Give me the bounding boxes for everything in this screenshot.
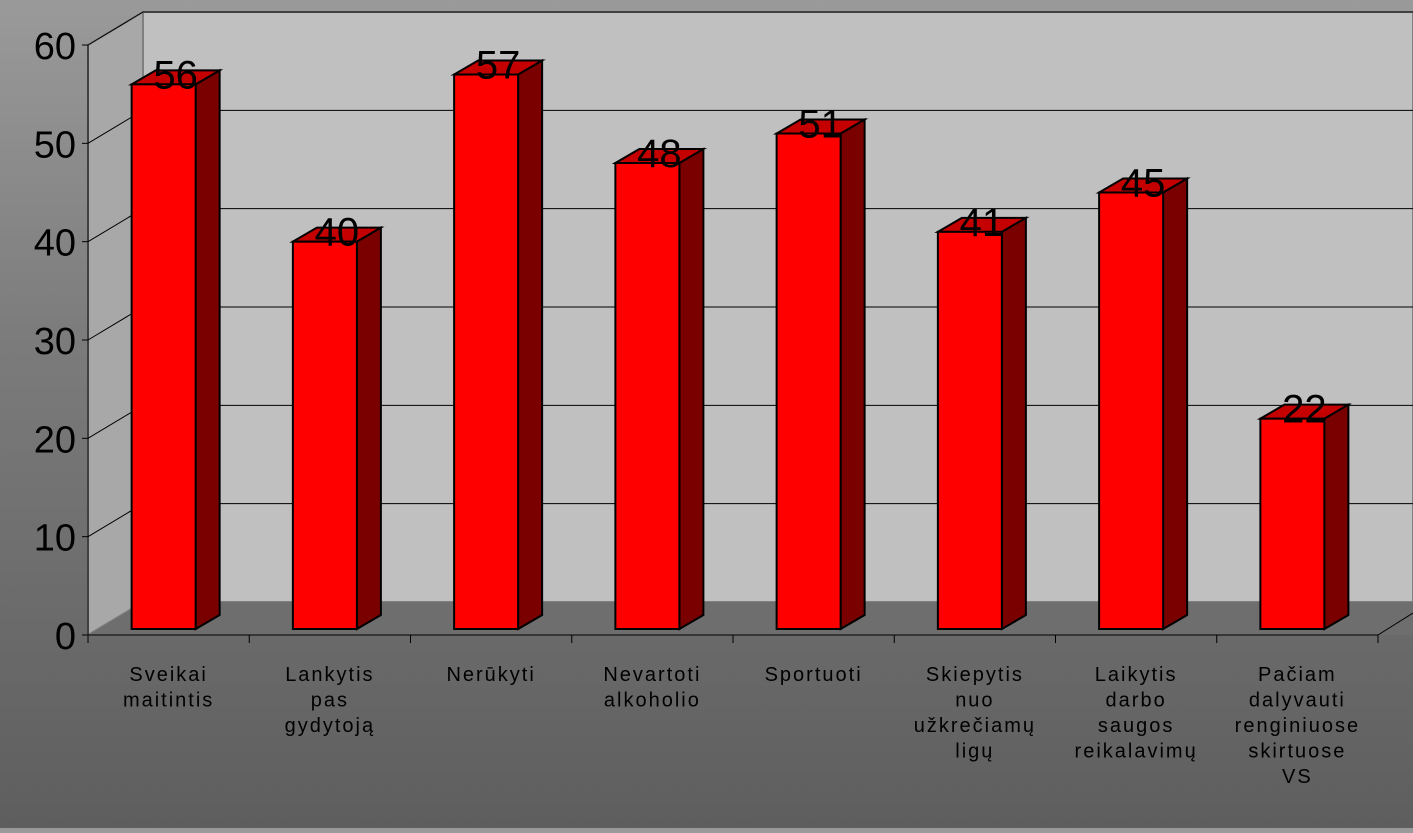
x-category-line: Laikytis	[1095, 664, 1178, 686]
bar-side	[839, 117, 866, 631]
x-category-label: Nerūkyti	[446, 664, 535, 686]
x-category-line: Nevartoti	[603, 664, 701, 686]
bar	[772, 117, 869, 631]
bar	[450, 58, 546, 631]
x-category-label: Sveikai maitintis	[123, 664, 214, 712]
bar-side	[1162, 176, 1189, 631]
x-category-line: renginiuose	[1235, 715, 1360, 737]
bar-side	[355, 225, 382, 631]
x-category-label: Sportuoti	[765, 664, 863, 686]
bar-front	[936, 230, 1003, 630]
x-category-line: Pačiam	[1258, 664, 1337, 686]
bar-front	[291, 240, 358, 631]
data-label: 22	[1282, 388, 1327, 432]
bar-side	[194, 68, 221, 631]
x-category-line: Nerūkyti	[446, 664, 535, 686]
x-category-line: darbo	[1106, 690, 1167, 712]
y-tick-label: 30	[34, 321, 76, 363]
y-tick-label: 50	[34, 124, 76, 166]
x-category-label: Lankytis pas gydytoją	[285, 664, 376, 737]
data-label: 57	[476, 44, 521, 88]
x-category-line: pas	[311, 690, 349, 712]
x-category-line: užkrečiamų	[914, 715, 1036, 737]
x-category-line: maitintis	[123, 690, 214, 712]
bar-side	[1000, 216, 1027, 631]
bar-front	[775, 132, 842, 630]
bar	[611, 147, 708, 631]
data-label: 51	[798, 103, 843, 147]
data-label: 41	[960, 201, 1005, 245]
x-category-line: dalyvauti	[1249, 690, 1346, 712]
bar-front	[614, 162, 681, 630]
x-category-line: reikalavimų	[1075, 741, 1198, 763]
data-label: 56	[153, 53, 198, 97]
y-axis-ticks: 0 10 20 30 40 50 60	[34, 26, 88, 658]
x-category-label: Nevartoti alkoholio	[603, 664, 701, 712]
bar-side	[517, 58, 544, 631]
data-label: 45	[1121, 162, 1166, 206]
x-category-line: ligų	[955, 741, 994, 763]
x-category-line: Sveikai	[129, 664, 207, 686]
bar	[1095, 176, 1191, 631]
bars	[127, 58, 1353, 631]
bar	[127, 68, 224, 631]
x-category-line: Lankytis	[285, 664, 374, 686]
x-category-line: alkoholio	[604, 690, 701, 712]
bar-side	[678, 147, 705, 631]
y-tick-label: 40	[34, 223, 76, 265]
y-tick-label: 0	[55, 616, 76, 658]
bar-front	[1098, 191, 1165, 630]
bar-front	[1259, 417, 1326, 630]
x-axis-categories: Sveikai maitintis Lankytis pas gydytoją Nerūk…	[87, 635, 1379, 788]
chart-walls	[87, 10, 1413, 637]
x-category-line: VS	[1282, 766, 1313, 788]
x-category-label: Skiepytis nuo užkrečiamų ligų	[914, 664, 1036, 763]
x-category-line: Skiepytis	[926, 664, 1024, 686]
bar	[1256, 402, 1353, 631]
floor	[88, 602, 1413, 635]
bar-side	[1323, 402, 1350, 631]
x-category-label: Pačiam dalyvauti renginiuose skirtuose VS	[1235, 664, 1360, 788]
data-label: 40	[315, 211, 360, 255]
gridline	[87, 11, 1413, 46]
data-label: 48	[637, 132, 682, 176]
y-tick-label: 10	[34, 518, 76, 560]
y-tick-label: 20	[34, 419, 76, 461]
bar-front	[130, 83, 197, 631]
bar	[289, 225, 385, 631]
bar	[934, 216, 1030, 631]
x-axis-end	[1377, 612, 1413, 636]
y-tick-label: 60	[34, 26, 76, 68]
x-category-line: gydytoją	[285, 715, 376, 737]
bar-front	[453, 73, 520, 630]
x-category-line: Sportuoti	[765, 664, 863, 686]
x-category-line: nuo	[955, 690, 994, 712]
data-labels: 56 40 57 48 51 41 45 22	[153, 44, 1326, 432]
x-category-line: skirtuose	[1248, 741, 1346, 763]
x-category-label: Laikytis darbo saugos reikalavimų	[1075, 664, 1198, 763]
x-category-line: saugos	[1098, 715, 1175, 737]
